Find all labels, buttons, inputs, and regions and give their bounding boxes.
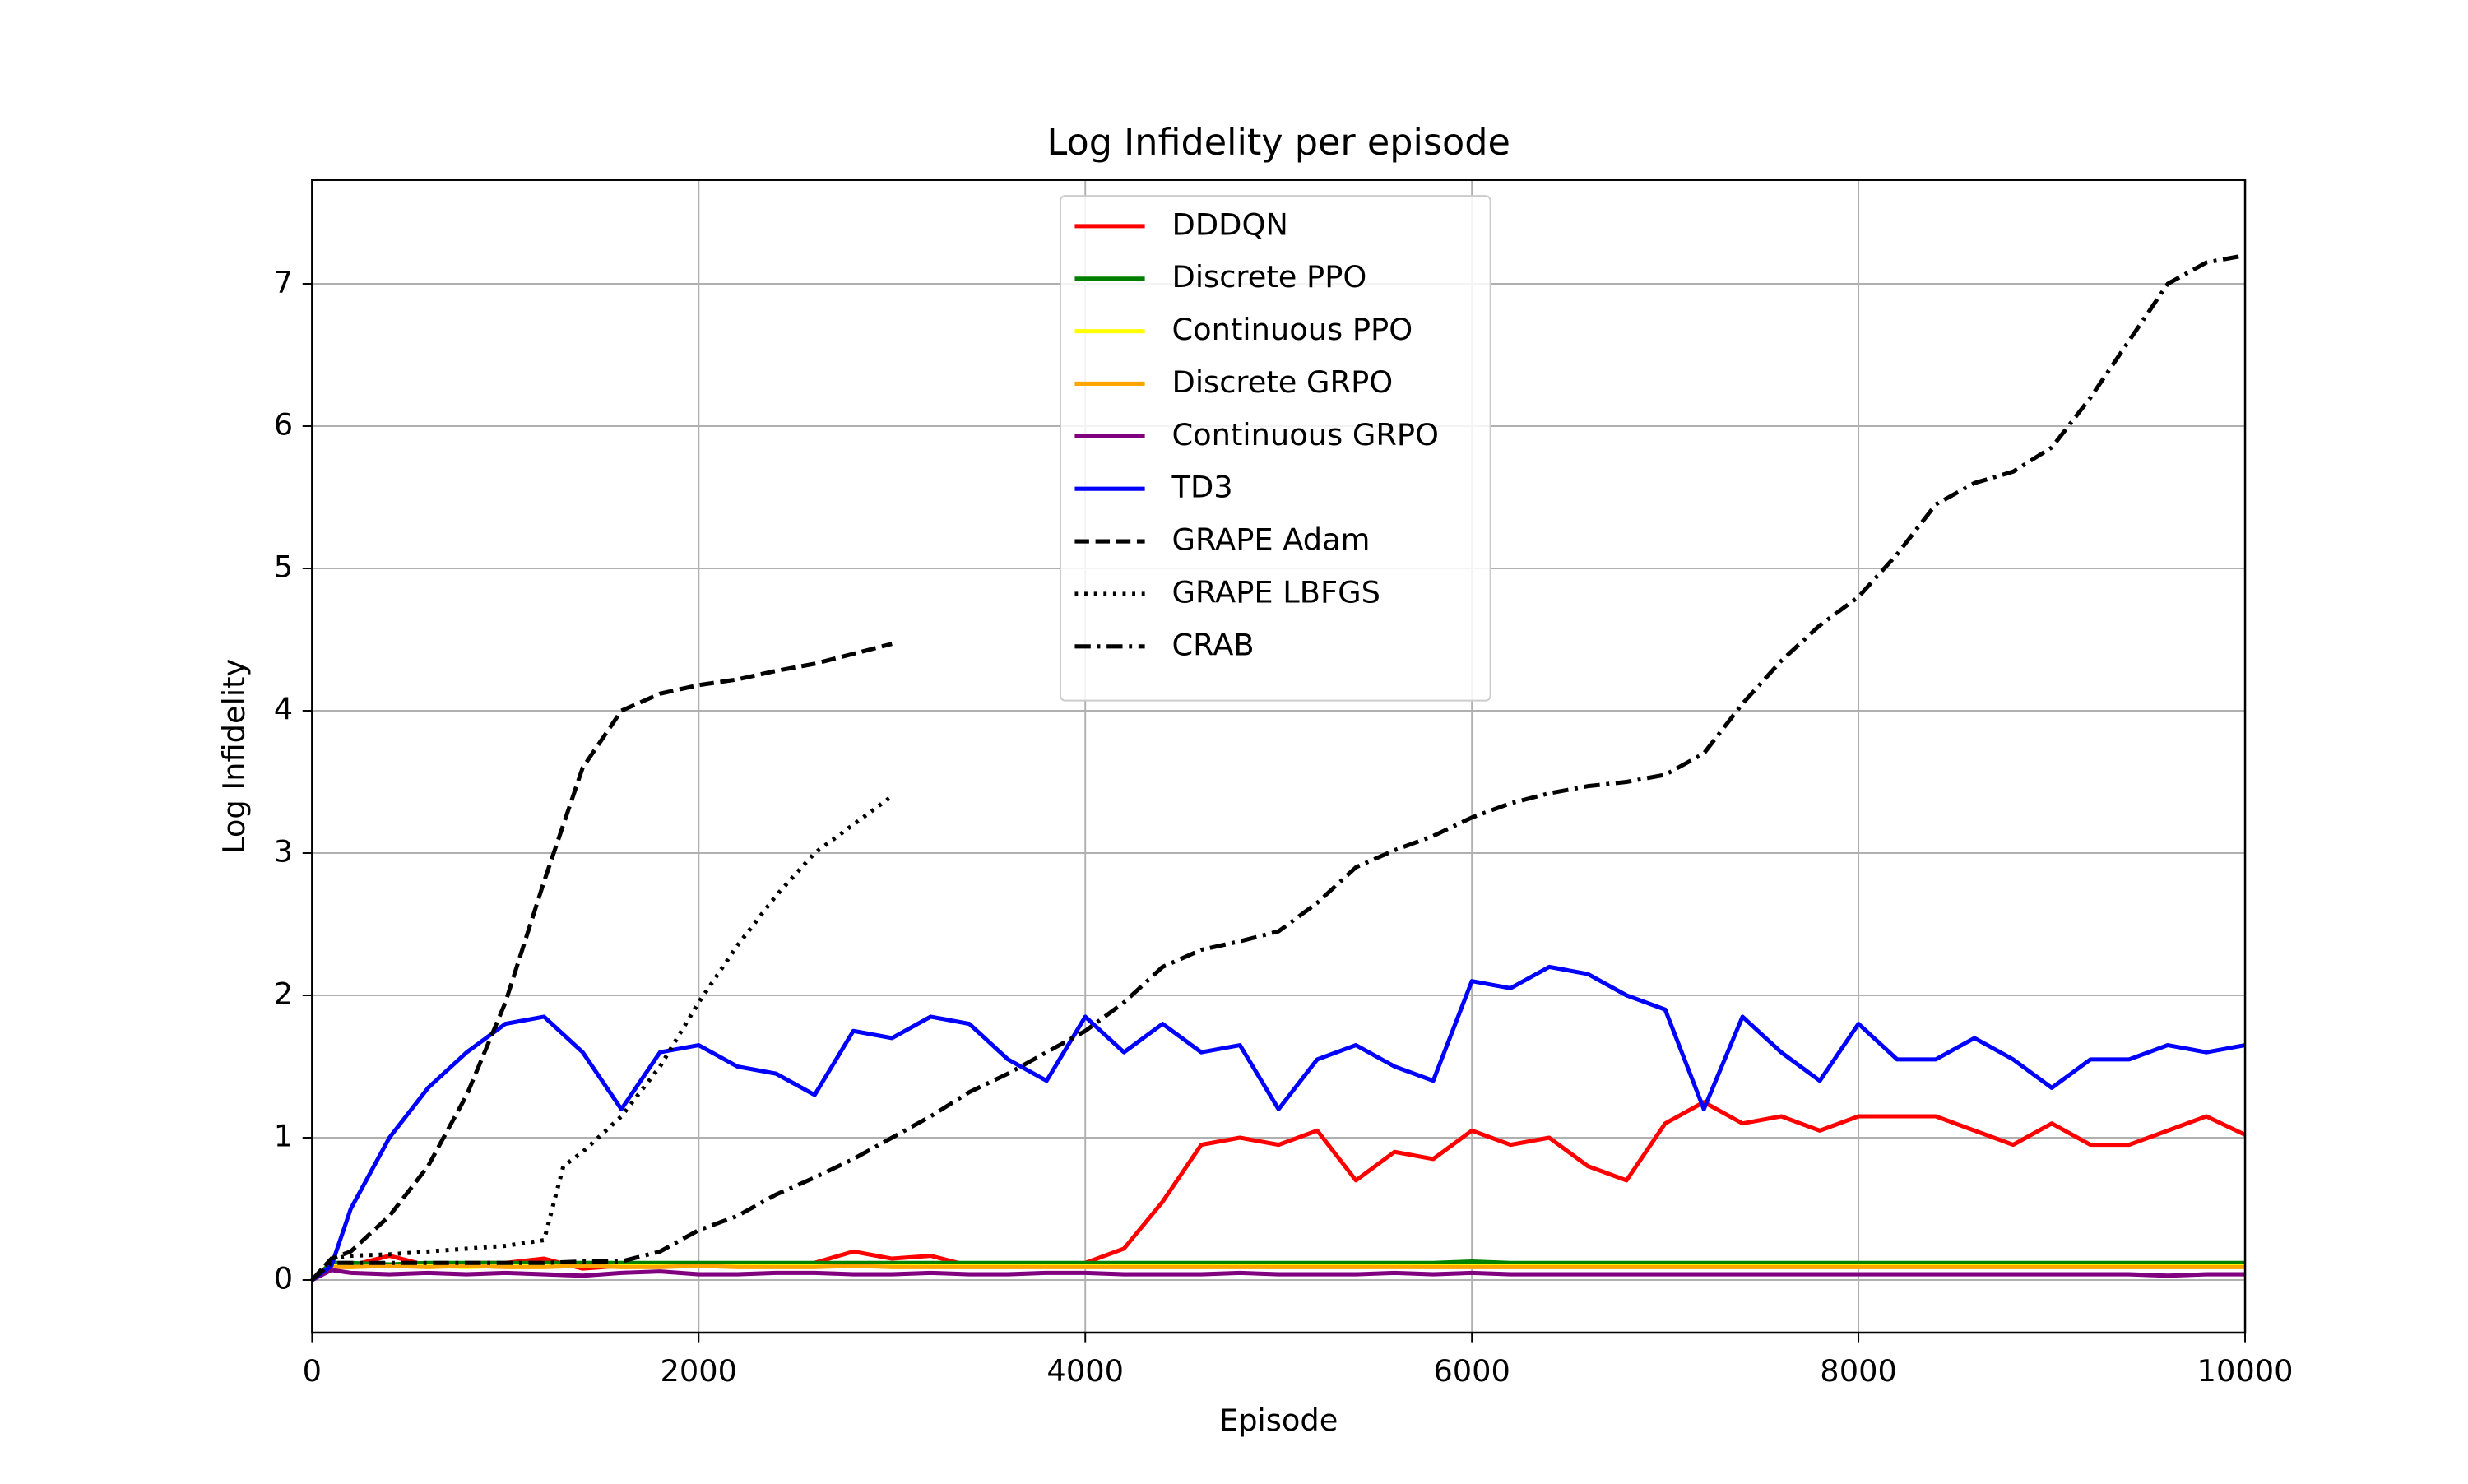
y-tick-label: 5 bbox=[274, 549, 293, 584]
y-tick-label: 2 bbox=[274, 976, 293, 1011]
y-tick-label: 1 bbox=[274, 1118, 293, 1153]
chart-title: Log Infidelity per episode bbox=[1047, 122, 1510, 164]
y-tick-label: 3 bbox=[274, 833, 293, 869]
y-tick-label: 0 bbox=[274, 1260, 293, 1296]
x-tick-label: 6000 bbox=[1433, 1353, 1510, 1389]
x-tick-label: 2000 bbox=[661, 1353, 738, 1389]
series-line bbox=[310, 642, 893, 1282]
x-tick-label: 0 bbox=[303, 1353, 322, 1389]
plot-frame bbox=[311, 179, 2247, 1334]
legend-label: GRAPE Adam bbox=[1172, 522, 1371, 558]
y-tick-label: 4 bbox=[274, 691, 293, 726]
y-tick-label: 6 bbox=[274, 406, 293, 442]
series-line bbox=[310, 964, 2246, 1282]
y-axis-label: Log Infidelity bbox=[216, 659, 252, 854]
y-tick-label: 7 bbox=[274, 264, 293, 299]
x-axis-label: Episode bbox=[1219, 1403, 1338, 1438]
legend-label: TD3 bbox=[1171, 470, 1233, 505]
legend-box bbox=[1060, 195, 1491, 702]
x-tick-label: 8000 bbox=[1820, 1353, 1897, 1389]
legend-label: Discrete GRPO bbox=[1172, 364, 1394, 400]
legend: DDDQN Discrete PPO Continuous PPO Discrete … bbox=[1060, 195, 1491, 702]
legend-label: CRAB bbox=[1172, 627, 1255, 662]
series-line bbox=[311, 1268, 2246, 1282]
legend-label: GRAPE LBFGS bbox=[1172, 574, 1380, 610]
legend-label: Discrete PPO bbox=[1172, 259, 1367, 294]
series-line bbox=[310, 253, 2246, 1282]
x-tick-label: 4000 bbox=[1046, 1353, 1124, 1389]
legend-label: Continuous PPO bbox=[1172, 312, 1413, 347]
x-tick-label: 10000 bbox=[2197, 1353, 2294, 1389]
legend-label: DDDQN bbox=[1172, 206, 1288, 242]
series-line bbox=[310, 1264, 2246, 1282]
legend-label: Continuous GRPO bbox=[1172, 417, 1439, 452]
